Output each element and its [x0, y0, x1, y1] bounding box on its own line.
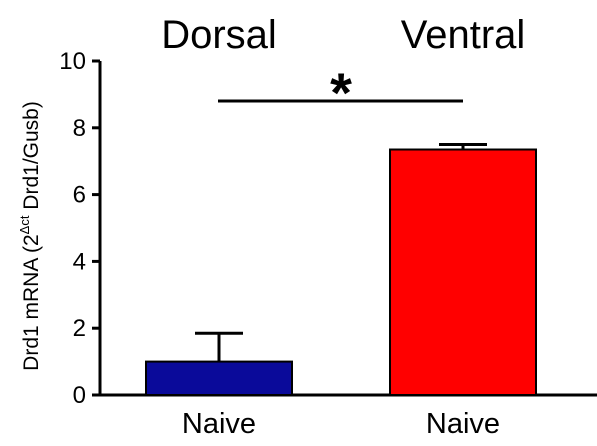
x-tick-label-naive-dorsal: Naive	[182, 408, 256, 440]
y-ticks: 0 2 4 6 8 10	[59, 48, 100, 409]
y-axis-label: Drd1 mRNA (2Δct Drd1/Gusb)	[17, 101, 43, 371]
y-axis-label-main: Drd1 mRNA (2	[20, 234, 43, 371]
y-axis-label-end: Drd1/Gusb)	[20, 101, 43, 215]
bar-dorsal	[145, 360, 293, 397]
y-tick-label-10: 10	[59, 48, 86, 75]
significance-marker: *	[330, 61, 352, 124]
y-tick-label-6: 6	[73, 182, 86, 209]
y-tick-label-8: 8	[73, 115, 86, 142]
y-tick-label-0: 0	[73, 382, 86, 409]
group-label-dorsal: Dorsal	[161, 13, 277, 57]
x-tick-label-naive-ventral: Naive	[426, 408, 500, 440]
y-tick-label-2: 2	[73, 315, 86, 342]
bars	[145, 143, 537, 397]
group-label-ventral: Ventral	[401, 13, 526, 57]
bar-ventral	[389, 148, 537, 396]
y-axis-label-superscript: Δct	[17, 215, 32, 234]
y-tick-label-4: 4	[73, 248, 86, 275]
